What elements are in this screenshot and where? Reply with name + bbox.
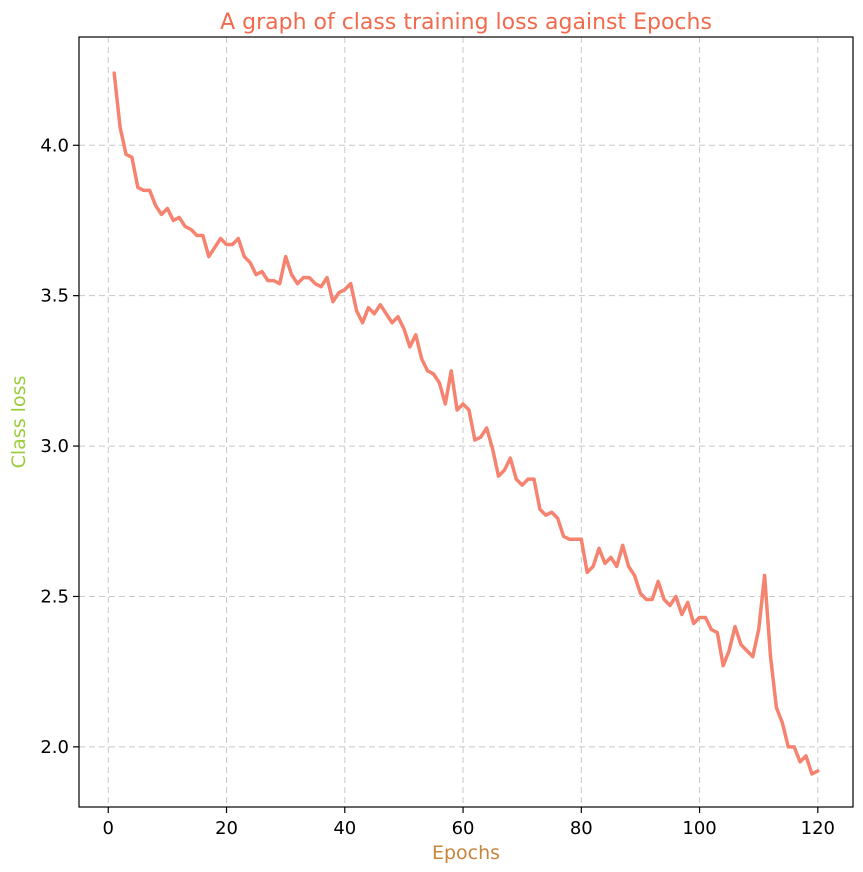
chart-title: A graph of class training loss against E… (220, 10, 712, 35)
x-tick-label: 0 (103, 818, 114, 839)
y-tick-label: 2.0 (40, 737, 69, 758)
x-axis-ticks: 0 20 40 60 80 100 120 (103, 807, 835, 839)
x-tick-label: 120 (801, 818, 835, 839)
x-tick-label: 80 (570, 818, 593, 839)
y-tick-label: 3.5 (40, 286, 69, 307)
y-axis-title: Class loss (8, 376, 30, 469)
x-axis-title: Epochs (432, 842, 500, 864)
class-loss-line (112, 71, 820, 776)
y-axis-ticks: 2.0 2.5 3.0 3.5 4.0 (40, 135, 79, 758)
y-tick-label: 2.5 (40, 586, 69, 607)
x-tick-label: 100 (682, 818, 716, 839)
x-tick-label: 40 (333, 818, 356, 839)
grid (79, 37, 853, 807)
y-tick-label: 3.0 (40, 436, 69, 457)
plot-area-frame (78, 36, 854, 808)
x-tick-label: 20 (215, 818, 238, 839)
y-tick-label: 4.0 (40, 135, 69, 156)
x-tick-label: 60 (452, 818, 475, 839)
